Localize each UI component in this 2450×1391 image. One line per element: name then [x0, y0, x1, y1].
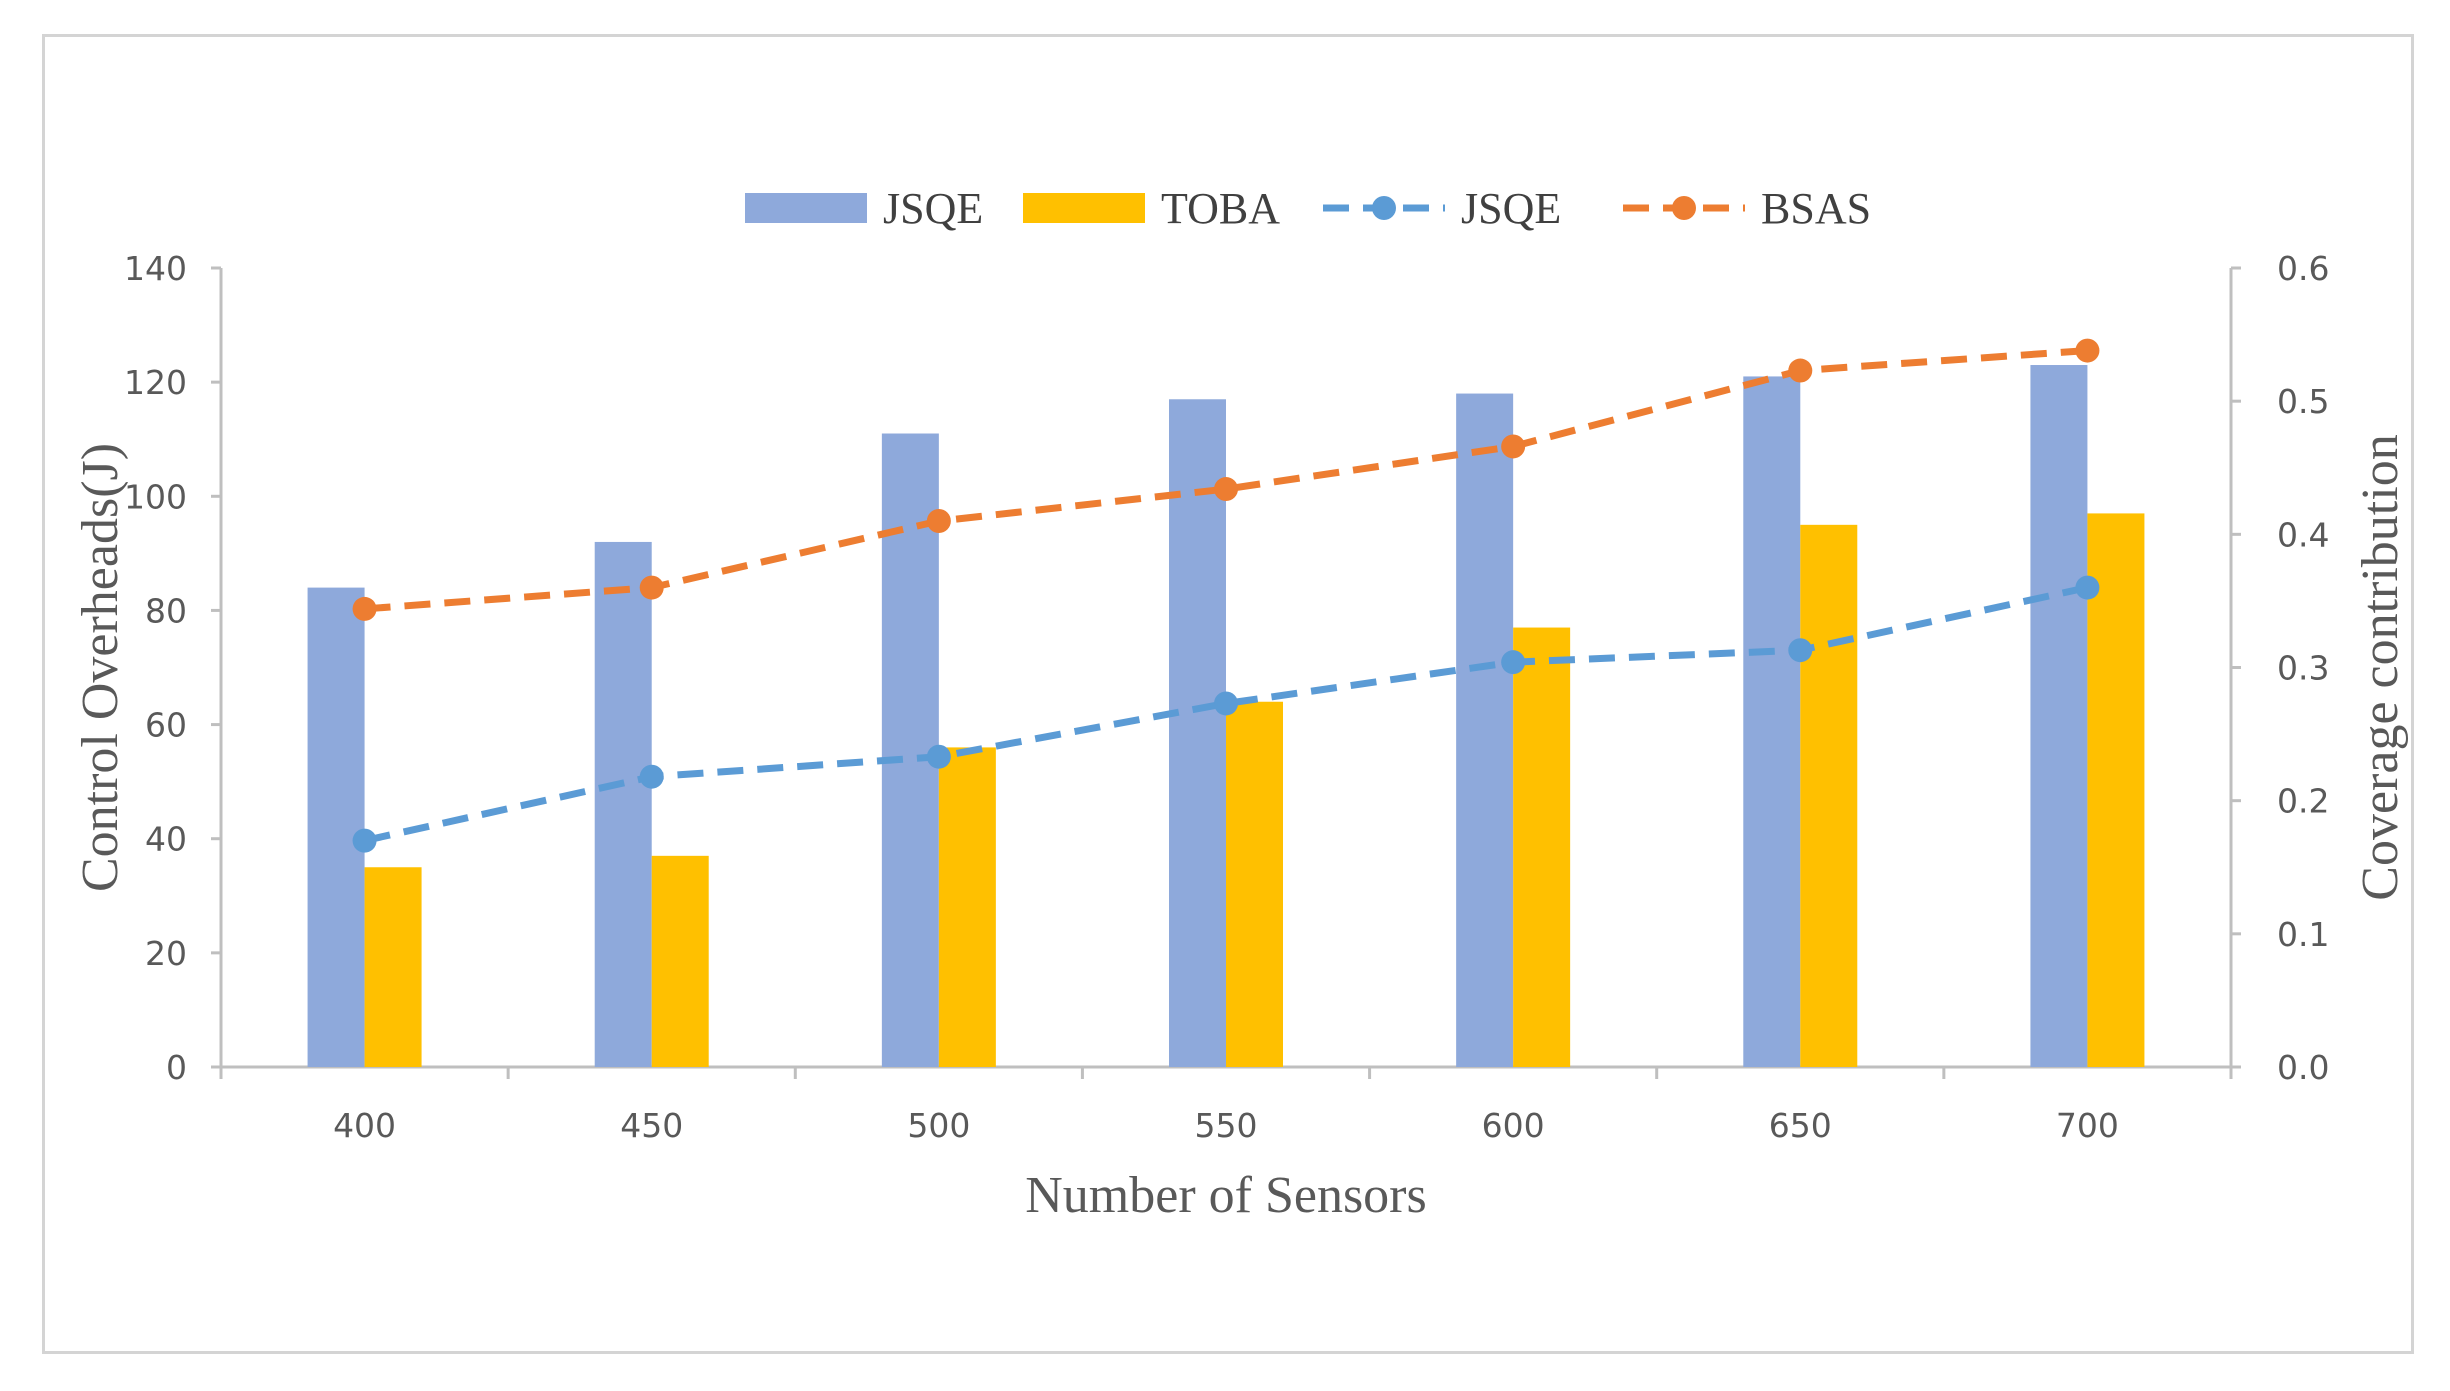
bar-jsqe-450 [594, 541, 652, 1067]
x-axis-title: Number of Sensors [1025, 1167, 1427, 1224]
legend-marker [1672, 196, 1696, 220]
y-tick-label: 0 [166, 1048, 187, 1087]
y2-tick-label: 0.4 [2277, 515, 2329, 554]
legend-swatch-jsqe [745, 193, 867, 223]
y2-tick-label: 0.1 [2277, 915, 2329, 954]
legend-swatch-toba [1023, 193, 1145, 223]
y2-axis-title: Coverage contribution [2352, 434, 2409, 900]
y2-tick-label: 0.0 [2277, 1048, 2329, 1087]
bar-toba-700 [2087, 513, 2145, 1067]
bar-toba-650 [1800, 524, 1858, 1067]
point-jsqe-500 [926, 744, 951, 769]
point-jsqe-650 [1788, 638, 1813, 663]
y2-tick-label: 0.5 [2277, 382, 2329, 421]
y-tick-label: 40 [145, 820, 187, 859]
y-tick-label: 80 [145, 591, 187, 630]
legend-label: BSAS [1761, 184, 1871, 233]
bar-toba-400 [364, 867, 422, 1067]
point-bsas-700 [2075, 338, 2100, 363]
x-tick-label: 500 [907, 1106, 970, 1145]
legend-label: JSQE [883, 184, 983, 233]
legend-marker [1372, 196, 1396, 220]
x-tick-label: 650 [1769, 1106, 1832, 1145]
bar-jsqe-600 [1456, 393, 1514, 1067]
point-jsqe-400 [352, 828, 377, 853]
bar-toba-600 [1513, 627, 1571, 1067]
x-tick-label: 550 [1195, 1106, 1258, 1145]
point-jsqe-450 [639, 764, 664, 789]
y-tick-label: 60 [145, 706, 187, 745]
bars [307, 365, 2145, 1068]
point-bsas-650 [1788, 358, 1813, 383]
y2-tick-label: 0.6 [2277, 249, 2329, 288]
x-tick-label: 400 [333, 1106, 396, 1145]
legend-label: JSQE [1461, 184, 1561, 233]
y-tick-label: 100 [124, 477, 187, 516]
bar-toba-550 [1226, 701, 1283, 1067]
chart-svg: JSQE TOBA JSQE BSAS 0 20 40 60 80 100 120 140 0.0 0.… [72, 184, 2409, 1224]
point-bsas-500 [926, 509, 951, 534]
point-jsqe-600 [1501, 650, 1526, 675]
point-bsas-450 [639, 575, 664, 600]
y-axis-title: Control Overheads(J) [72, 443, 129, 892]
bar-jsqe-550 [1169, 399, 1226, 1067]
y-tick-label: 140 [124, 249, 187, 288]
bar-toba-500 [938, 747, 996, 1067]
x-tick-label: 450 [620, 1106, 683, 1145]
bar-toba-450 [651, 855, 709, 1067]
y2-tick-label: 0.3 [2277, 649, 2329, 688]
point-jsqe-700 [2075, 575, 2100, 600]
bar-jsqe-700 [2030, 365, 2088, 1067]
point-bsas-550 [1214, 477, 1238, 502]
lines [352, 338, 2100, 853]
bar-jsqe-400 [307, 587, 365, 1067]
point-bsas-400 [352, 596, 377, 621]
chart-frame: JSQE TOBA JSQE BSAS 0 20 40 60 80 100 120 140 0.0 0.… [42, 34, 2414, 1354]
y-tick-label: 20 [145, 934, 187, 973]
y2-tick-label: 0.2 [2277, 782, 2329, 821]
y-tick-label: 120 [124, 363, 187, 402]
x-tick-label: 700 [2056, 1106, 2119, 1145]
point-bsas-600 [1501, 434, 1526, 459]
x-tick-label: 600 [1482, 1106, 1545, 1145]
legend: JSQE TOBA JSQE BSAS [745, 184, 1871, 233]
point-jsqe-550 [1214, 691, 1238, 716]
legend-label: TOBA [1161, 184, 1280, 233]
bar-jsqe-650 [1743, 376, 1801, 1068]
axes: 0 20 40 60 80 100 120 140 0.0 0.1 0.2 0.3 0.4 0.5 0.6 4… [124, 249, 2329, 1145]
